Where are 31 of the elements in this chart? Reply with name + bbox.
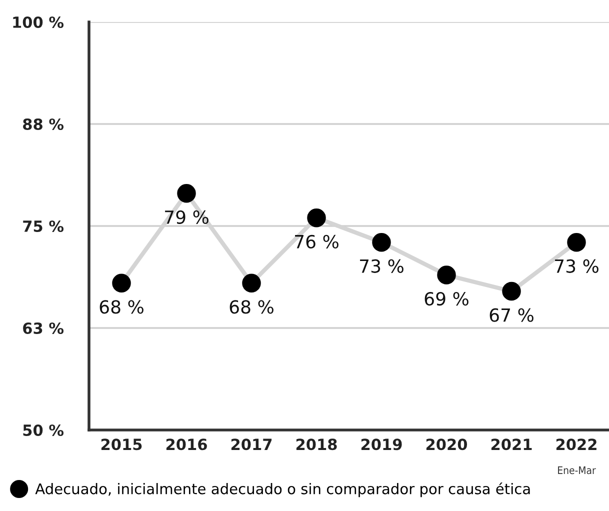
data-label: 68 %	[230, 300, 274, 314]
data-label: 79 %	[165, 210, 208, 224]
point	[242, 274, 261, 292]
point	[307, 208, 326, 228]
data-label: 67 %	[490, 308, 534, 322]
data-label: 69 %	[424, 292, 468, 306]
x-tick-label: 2020	[426, 438, 468, 450]
x-tick-label: 2022	[556, 438, 596, 450]
point	[112, 274, 131, 292]
x-tick-label: 2018	[296, 438, 337, 450]
x-tick-label: 2015	[101, 438, 142, 450]
y-tick-label: 75 %	[23, 220, 64, 232]
x-tick-label: 2019	[361, 438, 402, 450]
point	[437, 266, 456, 284]
data-label: 73 %	[555, 259, 598, 273]
y-tick-label: 88 %	[23, 118, 64, 130]
data-label: 68 %	[100, 300, 144, 314]
text: Ene-Mar	[558, 466, 596, 474]
x-tick-label: 2021	[491, 438, 532, 450]
point	[372, 232, 391, 252]
point	[567, 232, 586, 252]
data-label: 76 %	[295, 234, 338, 248]
y-tick-label: 100 %	[13, 16, 64, 28]
data-label: 73 %	[360, 259, 404, 273]
legend-label: Adecuado, inicialmente adecuado o sin comparador por causa ética	[35, 482, 530, 498]
point	[177, 184, 196, 203]
x-tick-label: 2017	[231, 438, 272, 450]
point	[502, 282, 521, 301]
x-tick-label: 2016	[166, 438, 207, 450]
y-tick-label: 63 %	[23, 322, 64, 334]
y-tick-label: 50 %	[23, 424, 64, 436]
